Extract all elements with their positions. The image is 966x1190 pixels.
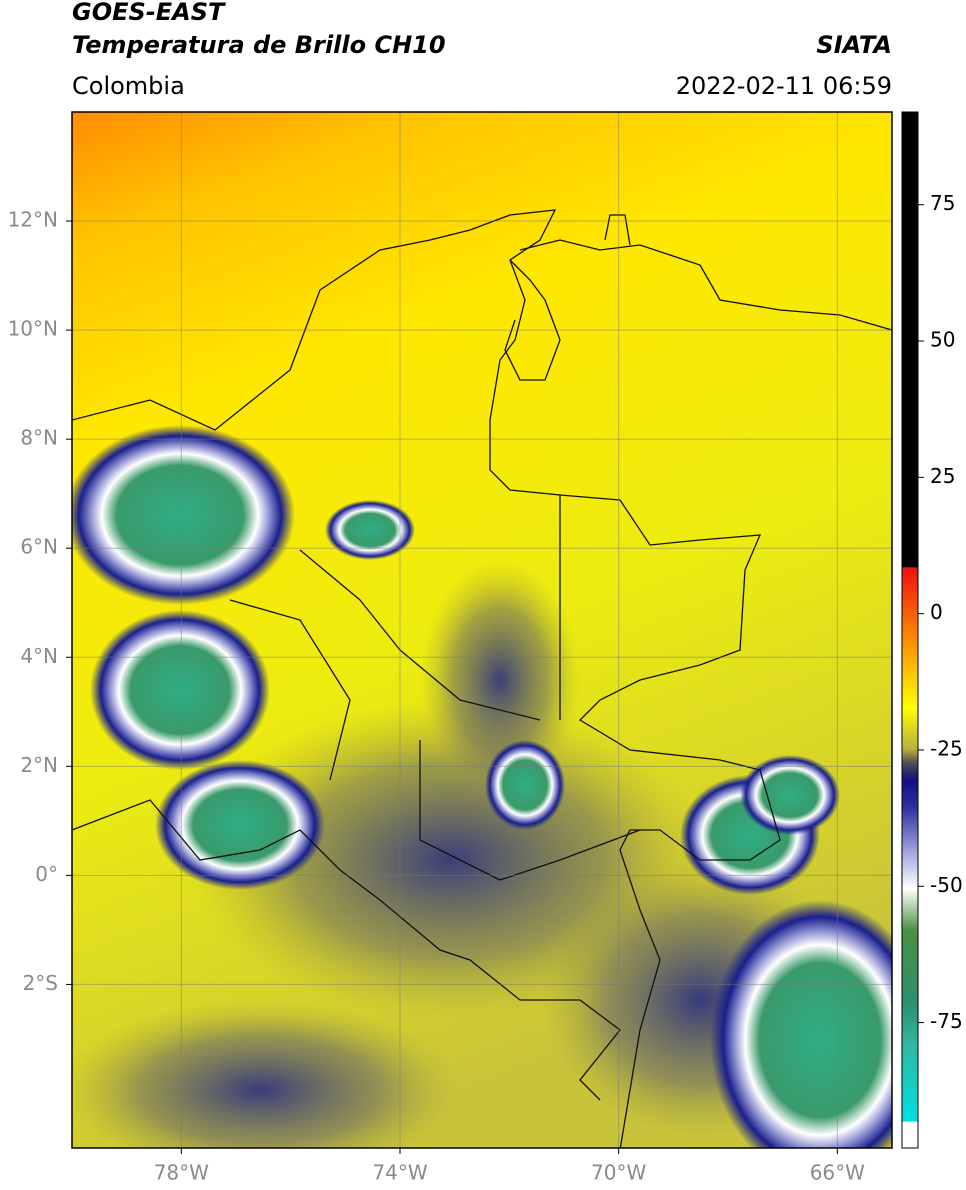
region: Colombia bbox=[72, 72, 185, 100]
storm-cloud bbox=[485, 740, 565, 830]
x-tick-label: 74°W bbox=[372, 1161, 427, 1185]
cloud-haze bbox=[72, 1000, 460, 1148]
country-border bbox=[504, 259, 561, 381]
colorbar-tick-label: -50 bbox=[930, 873, 963, 897]
coastline bbox=[519, 214, 892, 331]
storm-cloud bbox=[710, 900, 892, 1148]
graticule bbox=[72, 112, 892, 1148]
y-tick-label: 2°N bbox=[20, 753, 58, 777]
y-tick-label: 0° bbox=[35, 862, 58, 886]
map-frame bbox=[71, 111, 893, 1149]
country-border bbox=[72, 799, 621, 1101]
y-tick-label: 12°N bbox=[8, 208, 58, 232]
y-tick-label: 6°N bbox=[20, 535, 58, 559]
storm-cloud bbox=[155, 760, 325, 890]
y-tick-label: 2°S bbox=[23, 971, 58, 995]
source: SIATA bbox=[816, 31, 892, 59]
colorbar bbox=[901, 111, 919, 1149]
storm-cloud bbox=[325, 500, 415, 560]
title: GOES-EAST bbox=[72, 0, 226, 26]
colorbar-tick-label: -25 bbox=[930, 736, 963, 760]
storm-cloud bbox=[90, 610, 270, 770]
country-border bbox=[72, 209, 781, 1148]
storm-cloud bbox=[740, 755, 840, 835]
y-tick-label: 4°N bbox=[20, 644, 58, 668]
y-tick-label: 8°N bbox=[20, 426, 58, 450]
y-tick-label: 10°N bbox=[8, 317, 58, 341]
colorbar-tick-label: 75 bbox=[930, 191, 955, 215]
colorbar-tick-label: 0 bbox=[930, 600, 943, 624]
x-tick-label: 78°W bbox=[154, 1161, 209, 1185]
x-tick-label: 70°W bbox=[591, 1161, 646, 1185]
storm-cloud bbox=[72, 425, 295, 605]
colorbar-tick-label: 25 bbox=[930, 464, 955, 488]
timestamp: 2022-02-11 06:59 bbox=[676, 72, 892, 100]
colorbar-tick-label: 50 bbox=[930, 328, 955, 352]
satellite-image bbox=[72, 112, 892, 1148]
cloud-haze bbox=[420, 560, 580, 800]
subtitle: Temperatura de Brillo CH10 bbox=[72, 31, 446, 59]
country-border bbox=[229, 495, 641, 881]
x-tick-label: 66°W bbox=[810, 1161, 865, 1185]
colorbar-tick-label: -75 bbox=[930, 1009, 963, 1033]
